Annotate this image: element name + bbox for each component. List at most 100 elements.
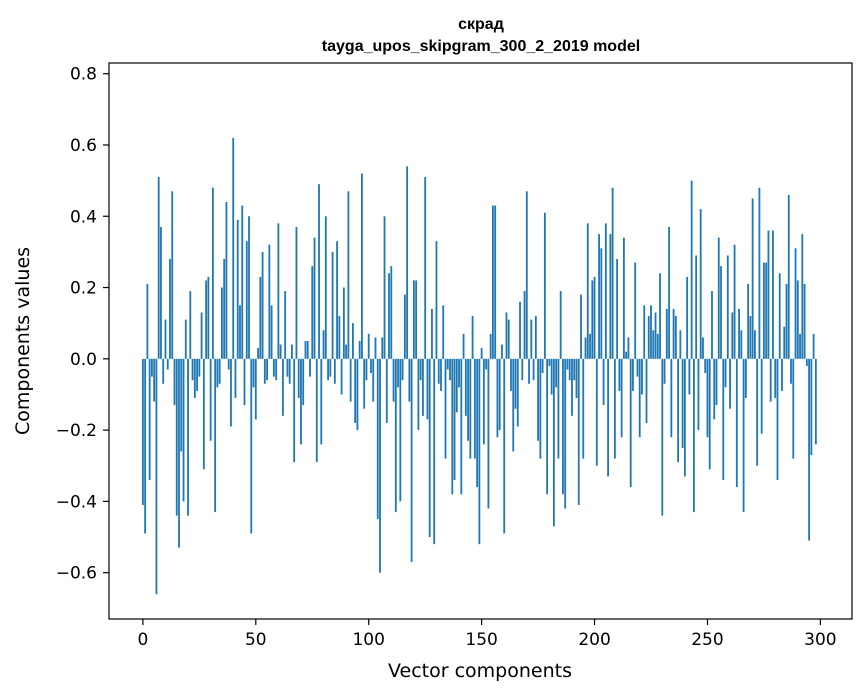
bar — [444, 358, 447, 459]
bar — [148, 358, 151, 480]
x-axis: 0 50 100 150 200 250 300 — [137, 619, 837, 650]
bar — [731, 312, 734, 359]
bar — [559, 291, 562, 359]
bar — [379, 358, 381, 573]
bar — [376, 358, 379, 520]
bar — [141, 358, 144, 505]
bar — [155, 358, 158, 595]
bar — [442, 305, 445, 359]
bar — [313, 237, 316, 359]
bar — [715, 358, 718, 406]
bar — [632, 358, 634, 391]
bar — [358, 341, 361, 359]
bar — [582, 358, 585, 459]
bar — [388, 273, 390, 359]
bar — [575, 358, 578, 399]
bar — [178, 358, 180, 548]
bar — [248, 216, 250, 359]
bar — [189, 291, 192, 359]
bar — [153, 358, 156, 402]
bar — [417, 358, 420, 431]
bar — [304, 341, 307, 359]
bar — [419, 358, 422, 381]
bar — [453, 358, 456, 480]
bar — [546, 358, 549, 495]
bar — [702, 337, 704, 359]
bar — [756, 358, 759, 466]
bar — [311, 266, 314, 359]
bar — [284, 291, 287, 359]
bar — [214, 358, 217, 513]
bar — [259, 276, 262, 359]
bar — [674, 316, 677, 359]
bar — [686, 276, 689, 359]
y-tick-label: −0.6 — [56, 564, 97, 584]
bar — [329, 358, 332, 377]
bar — [320, 358, 323, 445]
bar — [433, 358, 436, 545]
bar — [144, 358, 147, 534]
bar — [300, 358, 302, 445]
bar — [613, 358, 616, 459]
bar — [487, 358, 490, 509]
bar — [611, 187, 614, 359]
bar — [272, 358, 275, 377]
x-tick-label: 300 — [804, 630, 836, 650]
bar — [618, 358, 621, 391]
bar — [507, 319, 510, 359]
bar — [543, 212, 546, 359]
y-tick-label: 0.2 — [70, 279, 97, 299]
bar — [394, 358, 397, 513]
bar — [146, 283, 149, 359]
bar — [221, 287, 223, 359]
bar — [738, 308, 740, 359]
bar — [390, 266, 393, 359]
bar — [591, 280, 594, 359]
bar — [462, 333, 465, 359]
bar — [458, 358, 460, 388]
bar — [187, 358, 189, 516]
bar — [169, 259, 171, 359]
bar — [704, 358, 707, 374]
bar — [180, 358, 183, 452]
bar — [747, 283, 750, 359]
bar — [437, 358, 440, 384]
bar — [191, 358, 194, 381]
bar — [683, 358, 686, 477]
bar — [361, 173, 363, 359]
bar — [523, 291, 526, 359]
bar — [534, 316, 537, 359]
bar — [243, 358, 246, 406]
bar — [385, 358, 388, 423]
bar — [496, 358, 499, 438]
bar — [331, 251, 334, 359]
bar — [659, 273, 661, 359]
bar — [604, 223, 607, 359]
bar — [306, 341, 309, 359]
bar — [505, 312, 508, 359]
bar — [275, 358, 278, 381]
y-axis: −0.6 −0.4 −0.2 0.0 0.2 0.4 0.6 0.8 — [56, 65, 109, 584]
bar — [514, 358, 517, 409]
bar — [769, 358, 772, 402]
bar — [510, 358, 512, 391]
bar — [198, 358, 201, 377]
bar — [607, 358, 609, 477]
bar — [663, 358, 666, 384]
bar — [372, 358, 375, 402]
bar — [451, 358, 454, 495]
bar — [268, 244, 271, 359]
bar — [412, 280, 415, 359]
bar — [550, 358, 553, 395]
bar — [363, 358, 366, 409]
bar — [512, 358, 515, 452]
bar — [552, 358, 555, 527]
bar — [623, 237, 625, 359]
bar — [431, 308, 433, 359]
bar — [428, 358, 431, 538]
bar — [503, 358, 506, 534]
bar — [776, 358, 779, 480]
bar — [744, 358, 747, 399]
bar — [370, 358, 372, 374]
bar — [464, 358, 467, 416]
